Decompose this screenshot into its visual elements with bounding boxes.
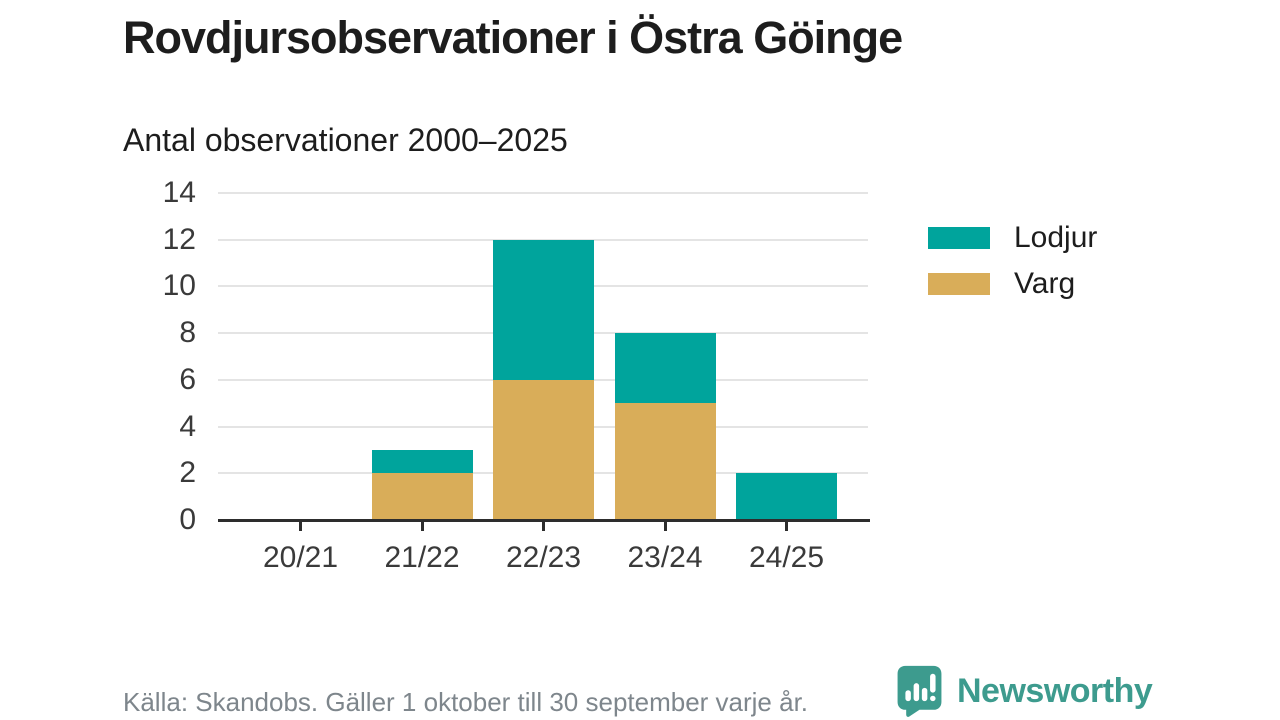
- y-tick-label-0: 0: [179, 503, 196, 536]
- gridline-14: [218, 192, 868, 194]
- source-note: Källa: Skandobs. Gäller 1 oktober till 3…: [123, 687, 809, 717]
- legend-swatch-varg: [928, 273, 990, 295]
- x-tick-label-21-22: 21/22: [384, 541, 460, 574]
- chart-title: Rovdjursobservationer i Östra Göinge: [123, 12, 903, 63]
- newsworthy-logo: Newsworthy: [896, 664, 1153, 718]
- newsworthy-speech-bubble-icon: [897, 665, 942, 717]
- x-tick-20-21: [299, 521, 302, 531]
- bar-segment-lodjur-24-25: [736, 473, 837, 520]
- x-tick-23-24: [663, 521, 667, 531]
- legend-item-lodjur: Lodjur: [928, 223, 1097, 253]
- y-tick-label-10: 10: [162, 269, 196, 303]
- legend-label-lodjur: Lodjur: [1014, 221, 1098, 254]
- bar-segment-lodjur-22-23: [493, 239, 594, 380]
- bar-segment-lodjur-23-24: [614, 333, 716, 404]
- y-tick-label-6: 6: [179, 362, 196, 396]
- chart-subtitle: Antal observationer 2000–2025: [123, 122, 568, 158]
- x-tick-21-22: [420, 521, 424, 531]
- y-tick-label-2: 2: [179, 456, 196, 490]
- bar-segment-varg-23-24: [614, 403, 716, 520]
- bar-segment-varg-22-23: [493, 379, 594, 520]
- newsworthy-logo-text: Newsworthy: [957, 671, 1153, 710]
- x-tick-22-23: [542, 521, 545, 531]
- x-axis-line: [218, 518, 870, 522]
- y-tick-label-12: 12: [162, 222, 196, 256]
- legend-swatch-lodjur: [928, 227, 990, 249]
- x-tick-label-23-24: 23/24: [627, 541, 703, 574]
- bar-segment-lodjur-21-22: [371, 449, 473, 474]
- legend-item-varg: Varg: [928, 269, 1097, 299]
- y-tick-label-4: 4: [179, 409, 196, 443]
- y-tick-label-8: 8: [179, 316, 196, 350]
- y-tick-label-14: 14: [162, 176, 196, 209]
- chart-legend: Lodjur Varg: [928, 223, 1097, 299]
- x-tick-label-24-25: 24/25: [748, 541, 825, 574]
- x-tick-label-20-21: 20/21: [262, 541, 339, 574]
- legend-label-varg: Varg: [1014, 267, 1076, 300]
- bar-segment-varg-21-22: [371, 473, 473, 520]
- x-tick-24-25: [785, 521, 788, 531]
- x-tick-label-22-23: 22/23: [505, 541, 582, 574]
